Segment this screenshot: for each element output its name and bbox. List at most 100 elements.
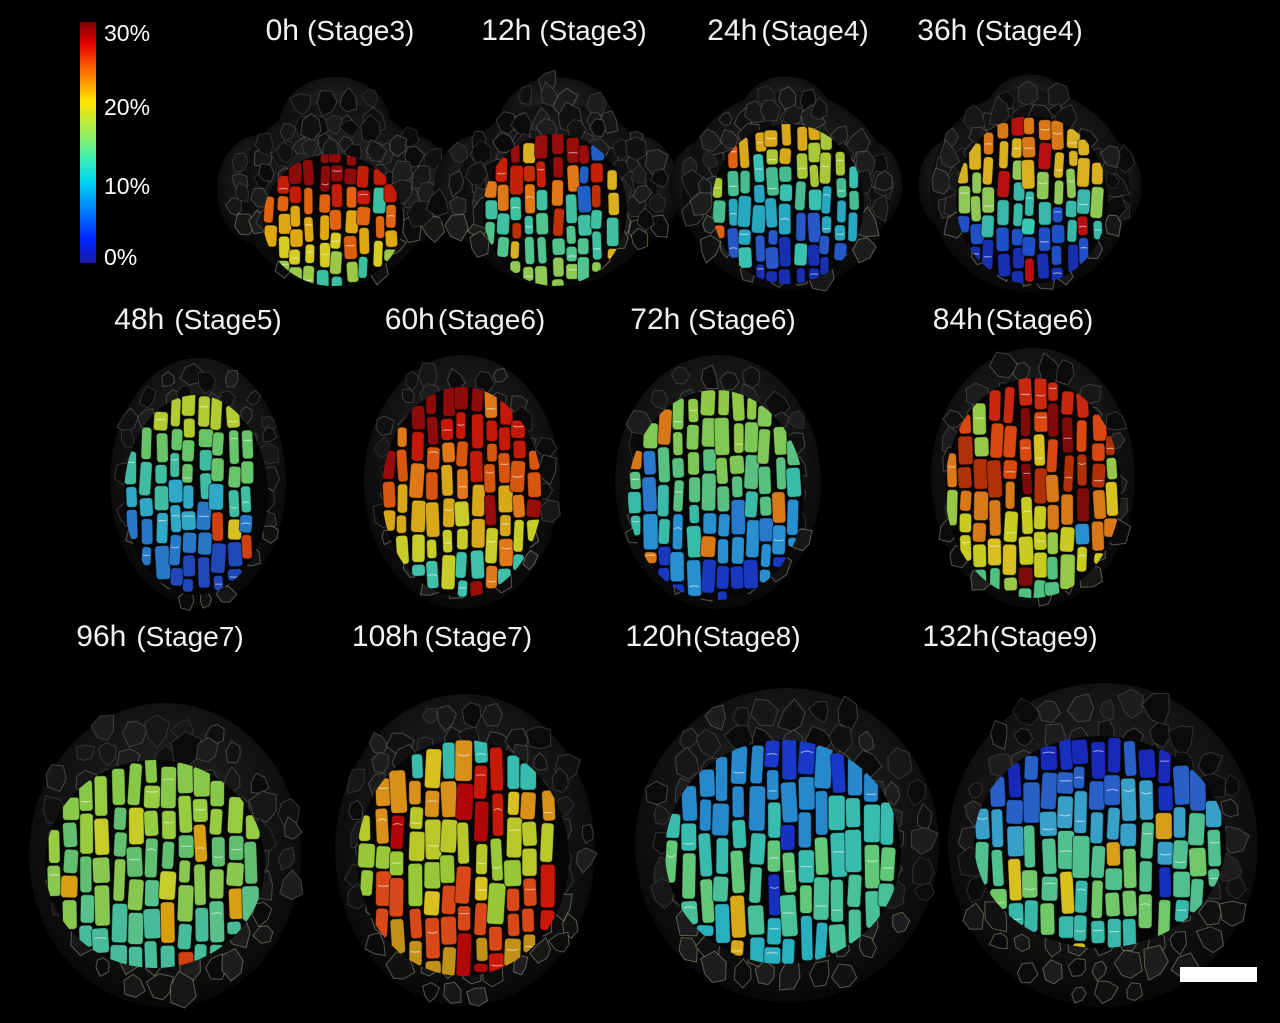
growth-cell bbox=[161, 809, 177, 840]
growth-cell bbox=[142, 784, 162, 810]
growth-cell bbox=[806, 211, 822, 244]
growth-cell bbox=[844, 828, 863, 873]
growth-cell bbox=[879, 846, 897, 883]
growth-cell bbox=[754, 234, 766, 263]
epidermis-cell bbox=[279, 869, 304, 901]
panel-time-label: 48h bbox=[114, 303, 165, 336]
growth-cell bbox=[764, 246, 780, 270]
growth-cell bbox=[1157, 748, 1172, 785]
growth-cell bbox=[181, 463, 194, 484]
growth-cell bbox=[1033, 411, 1050, 433]
growth-cell bbox=[453, 387, 469, 411]
growth-cell bbox=[1050, 244, 1063, 266]
growth-cell bbox=[1106, 917, 1122, 948]
growth-cell bbox=[488, 925, 503, 952]
cell-wall-highlight bbox=[1074, 776, 1084, 779]
growth-cell bbox=[1122, 847, 1138, 889]
growth-cell bbox=[986, 537, 1002, 567]
growth-cell bbox=[746, 904, 766, 936]
growth-cell bbox=[1007, 857, 1023, 902]
growth-cell bbox=[384, 229, 399, 248]
growth-cell bbox=[143, 837, 159, 879]
cell-wall-highlight bbox=[765, 137, 776, 140]
cell-wall-highlight bbox=[162, 778, 175, 781]
growth-cell bbox=[177, 794, 194, 834]
cell-wall-highlight bbox=[1052, 132, 1063, 135]
cell-wall-highlight bbox=[1141, 791, 1152, 795]
growth-cell bbox=[408, 907, 423, 940]
growth-cell bbox=[170, 428, 184, 452]
epidermis-cell bbox=[361, 88, 379, 109]
growth-cell bbox=[243, 840, 259, 885]
epidermis-cell bbox=[719, 129, 739, 149]
cell-wall-highlight bbox=[443, 542, 452, 544]
epidermis-cell bbox=[528, 936, 552, 964]
growth-cell bbox=[656, 484, 670, 518]
growth-cell bbox=[795, 152, 809, 180]
growth-cell bbox=[442, 497, 456, 528]
cell-wall-highlight bbox=[321, 253, 330, 256]
growth-cell bbox=[711, 802, 730, 837]
epidermis-cell bbox=[246, 390, 262, 407]
growth-cell bbox=[565, 224, 577, 245]
growth-cell bbox=[1017, 566, 1034, 587]
growth-cell bbox=[1045, 438, 1059, 474]
growth-cell bbox=[535, 189, 549, 212]
epidermis-cell bbox=[262, 426, 278, 443]
panel-stage-label: (Stage6) bbox=[985, 304, 1094, 335]
growth-cell bbox=[1076, 453, 1088, 487]
growth-cell bbox=[178, 859, 192, 884]
cell-wall-highlight bbox=[485, 471, 495, 474]
growth-cell bbox=[1089, 811, 1104, 845]
cell-wall-highlight bbox=[815, 905, 827, 907]
growth-cell bbox=[779, 781, 799, 824]
panel-time-label: 36h bbox=[917, 14, 968, 47]
growth-cell bbox=[1090, 520, 1105, 552]
growth-cell bbox=[973, 490, 990, 522]
cell-wall-highlight bbox=[457, 423, 465, 426]
growth-cell bbox=[1171, 839, 1189, 871]
epidermis-cell bbox=[1066, 693, 1095, 723]
epidermis-cell bbox=[653, 803, 672, 825]
growth-cell bbox=[730, 536, 745, 565]
growth-cell bbox=[208, 868, 225, 900]
colorbar-tick-label: 30% bbox=[104, 20, 151, 46]
growth-cell bbox=[642, 513, 659, 551]
cell-wall-highlight bbox=[305, 223, 313, 227]
epidermis-cell bbox=[365, 138, 388, 163]
growth-cell bbox=[176, 761, 195, 795]
epidermis-cell bbox=[95, 957, 110, 978]
growth-cell bbox=[1022, 824, 1037, 869]
growth-cell bbox=[535, 212, 550, 236]
growth-cell bbox=[807, 141, 822, 164]
cell-wall-highlight bbox=[689, 409, 698, 412]
cell-wall-highlight bbox=[387, 215, 395, 217]
epidermis-cell bbox=[1195, 926, 1225, 954]
epidermis-cell bbox=[648, 193, 667, 214]
epidermis-cell bbox=[906, 778, 927, 808]
growth-cell bbox=[1104, 867, 1123, 891]
growth-cell bbox=[484, 527, 499, 565]
growth-cell bbox=[126, 762, 143, 807]
growth-cell bbox=[208, 483, 225, 511]
growth-cell bbox=[985, 459, 1004, 499]
cell-wall-highlight bbox=[321, 183, 329, 186]
growth-cell bbox=[506, 754, 521, 790]
epidermis-cell bbox=[630, 227, 649, 251]
growth-cell bbox=[813, 836, 830, 876]
epidermis-cell bbox=[169, 970, 197, 1009]
epidermis-cell bbox=[371, 751, 390, 774]
cell-wall-highlight bbox=[163, 821, 175, 824]
epidermis-cell bbox=[788, 409, 805, 430]
epidermis-cell bbox=[990, 719, 1008, 751]
cell-wall-highlight bbox=[427, 931, 438, 934]
heatmap-region bbox=[628, 390, 804, 600]
epidermis-cell bbox=[1167, 725, 1194, 760]
cell-wall-highlight bbox=[146, 790, 159, 793]
cell-wall-highlight bbox=[769, 886, 779, 889]
panel-title-24h: 24h (Stage4) bbox=[707, 14, 868, 47]
growth-cell bbox=[763, 946, 782, 964]
growth-cell bbox=[846, 873, 863, 908]
cell-wall-highlight bbox=[377, 818, 387, 822]
growth-cell bbox=[1172, 870, 1191, 899]
